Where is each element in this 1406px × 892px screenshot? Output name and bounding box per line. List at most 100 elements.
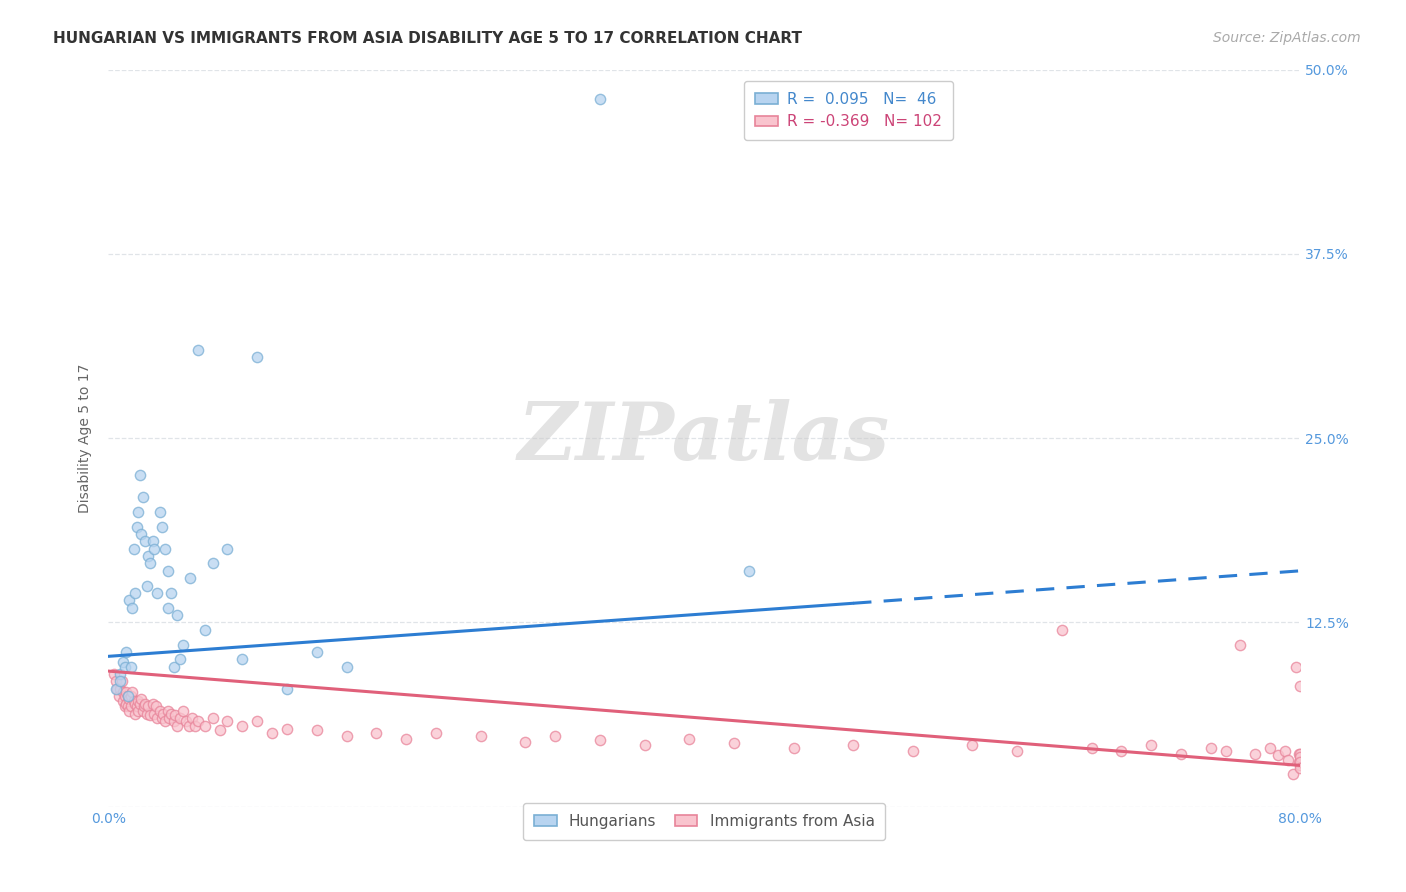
Point bbox=[153, 541, 176, 556]
Point bbox=[108, 681, 131, 696]
Point bbox=[962, 738, 984, 752]
Point bbox=[336, 659, 359, 673]
Point bbox=[425, 726, 447, 740]
Point bbox=[112, 693, 135, 707]
Point bbox=[633, 738, 655, 752]
Point bbox=[231, 652, 253, 666]
Point bbox=[1288, 747, 1310, 761]
Point bbox=[125, 519, 148, 533]
Point bbox=[122, 541, 145, 556]
Point bbox=[1229, 638, 1251, 652]
Point bbox=[172, 704, 194, 718]
Point bbox=[589, 92, 612, 106]
Point bbox=[118, 692, 141, 706]
Point bbox=[1170, 747, 1192, 761]
Point bbox=[112, 684, 135, 698]
Point bbox=[177, 718, 200, 732]
Point bbox=[1005, 744, 1028, 758]
Point bbox=[187, 714, 209, 729]
Point bbox=[217, 714, 239, 729]
Point bbox=[1215, 744, 1237, 758]
Point bbox=[395, 731, 418, 746]
Point bbox=[305, 723, 328, 737]
Point bbox=[121, 600, 143, 615]
Point bbox=[120, 699, 142, 714]
Point bbox=[142, 534, 165, 549]
Point bbox=[131, 490, 153, 504]
Point bbox=[842, 738, 865, 752]
Point bbox=[366, 726, 388, 740]
Point bbox=[1111, 744, 1133, 758]
Point bbox=[1289, 758, 1312, 772]
Point bbox=[120, 689, 142, 703]
Point bbox=[146, 711, 169, 725]
Point bbox=[723, 736, 745, 750]
Point bbox=[1140, 738, 1163, 752]
Point bbox=[114, 699, 136, 714]
Point bbox=[156, 564, 179, 578]
Point bbox=[276, 722, 298, 736]
Point bbox=[143, 541, 166, 556]
Point bbox=[112, 655, 135, 669]
Point bbox=[127, 693, 149, 707]
Point bbox=[156, 600, 179, 615]
Point bbox=[194, 623, 217, 637]
Point bbox=[901, 744, 924, 758]
Point bbox=[159, 706, 181, 721]
Point bbox=[262, 726, 284, 740]
Point bbox=[117, 689, 139, 703]
Point bbox=[117, 699, 139, 714]
Point bbox=[1284, 659, 1306, 673]
Point bbox=[124, 586, 146, 600]
Point bbox=[128, 697, 150, 711]
Point bbox=[194, 718, 217, 732]
Point bbox=[1080, 740, 1102, 755]
Point bbox=[117, 689, 139, 703]
Point bbox=[139, 708, 162, 723]
Point bbox=[1199, 740, 1222, 755]
Point bbox=[217, 541, 239, 556]
Y-axis label: Disability Age 5 to 17: Disability Age 5 to 17 bbox=[79, 363, 93, 513]
Point bbox=[129, 527, 152, 541]
Point bbox=[1244, 747, 1267, 761]
Point bbox=[132, 699, 155, 714]
Point bbox=[1274, 744, 1296, 758]
Point bbox=[128, 468, 150, 483]
Point bbox=[124, 697, 146, 711]
Point bbox=[115, 645, 138, 659]
Point bbox=[105, 681, 128, 696]
Point bbox=[1289, 749, 1312, 764]
Point bbox=[163, 714, 186, 729]
Point bbox=[1050, 623, 1073, 637]
Point bbox=[120, 659, 142, 673]
Point bbox=[152, 706, 174, 721]
Point bbox=[172, 638, 194, 652]
Point bbox=[336, 729, 359, 743]
Point bbox=[121, 684, 143, 698]
Text: Source: ZipAtlas.com: Source: ZipAtlas.com bbox=[1213, 31, 1361, 45]
Point bbox=[589, 733, 612, 747]
Point bbox=[103, 667, 125, 681]
Point bbox=[201, 711, 224, 725]
Point bbox=[118, 704, 141, 718]
Point bbox=[1281, 767, 1303, 781]
Point bbox=[246, 714, 269, 729]
Point bbox=[150, 711, 173, 725]
Point bbox=[159, 586, 181, 600]
Point bbox=[678, 731, 700, 746]
Point bbox=[156, 704, 179, 718]
Point bbox=[179, 571, 201, 585]
Point bbox=[544, 729, 567, 743]
Point bbox=[115, 697, 138, 711]
Point bbox=[163, 659, 186, 673]
Point bbox=[149, 505, 172, 519]
Point bbox=[138, 549, 160, 563]
Point bbox=[246, 350, 269, 364]
Legend: Hungarians, Immigrants from Asia: Hungarians, Immigrants from Asia bbox=[523, 803, 886, 839]
Point bbox=[1277, 753, 1299, 767]
Point bbox=[114, 689, 136, 703]
Point bbox=[165, 708, 187, 723]
Point bbox=[122, 693, 145, 707]
Point bbox=[153, 714, 176, 729]
Point bbox=[201, 557, 224, 571]
